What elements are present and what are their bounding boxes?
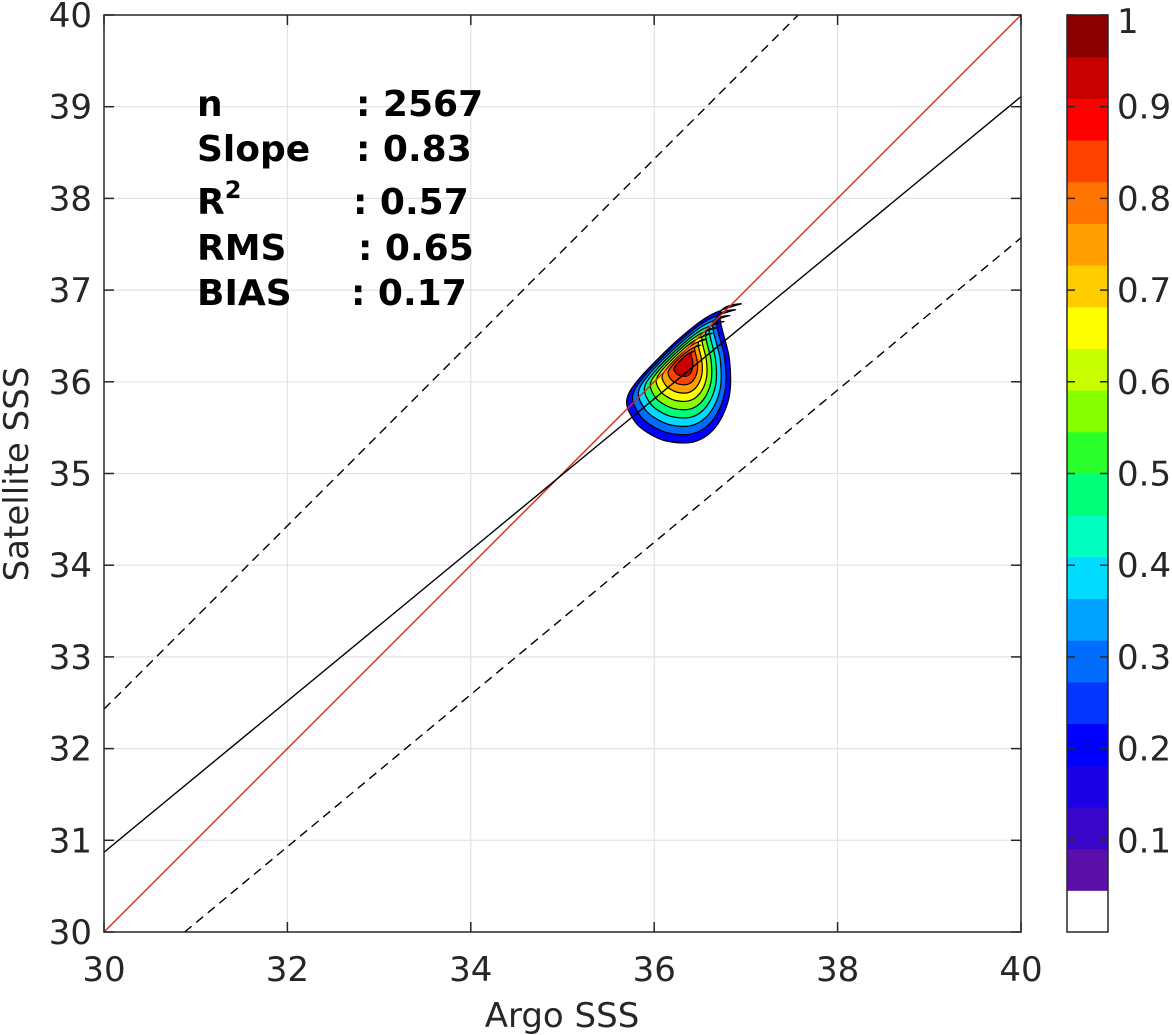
- y-tick-label: 39: [49, 88, 92, 128]
- colorbar-segment: [1067, 890, 1108, 933]
- x-tick-label: 32: [266, 950, 309, 990]
- colorbar-segment: [1067, 681, 1108, 725]
- stat-rms-value: : 0.65: [358, 228, 474, 269]
- one-to-one-line: [104, 15, 1021, 932]
- stat-bias-value: : 0.17: [351, 273, 467, 314]
- colorbar-segment: [1067, 473, 1108, 516]
- colorbar-tick-label: 1: [1117, 2, 1139, 42]
- stat-rms-label: RMS: [197, 228, 286, 269]
- x-tick-label: 38: [816, 950, 859, 990]
- stat-n-label: n: [197, 84, 223, 125]
- colorbar-segment: [1067, 556, 1108, 600]
- y-tick-label: 30: [49, 913, 92, 953]
- colorbar-tick-label: 0.2: [1117, 730, 1171, 770]
- colorbar-segment: [1067, 431, 1108, 474]
- colorbar-segment: [1067, 765, 1108, 808]
- stat-slope-label: Slope: [197, 129, 310, 170]
- x-tick-labels: 30 32 34 36 38 40: [82, 950, 1042, 990]
- stat-r2-base: R: [197, 182, 225, 223]
- stat-slope-value: : 0.83: [356, 129, 472, 170]
- colorbar-segment: [1067, 598, 1108, 641]
- y-tick-label: 34: [49, 546, 92, 586]
- colorbar-tick-label: 0.3: [1117, 638, 1171, 678]
- colorbar-segment: [1067, 640, 1108, 683]
- axis-ticks: [103, 14, 1022, 933]
- stat-r2-superscript: 2: [225, 176, 242, 204]
- y-axis-label: Satellite SSS: [0, 367, 37, 582]
- upper-bound-line: [104, 15, 800, 710]
- colorbar-tick-label: 0.4: [1117, 546, 1171, 586]
- colorbar-segment: [1067, 56, 1108, 99]
- colorbar-segment: [1067, 98, 1108, 141]
- stat-n-value: : 2567: [356, 84, 483, 125]
- colorbar-tick-label: 0.1: [1117, 821, 1171, 861]
- colorbar-segment: [1067, 848, 1108, 891]
- colorbar-frame: [1066, 14, 1109, 933]
- x-axis-label: Argo SSS: [485, 996, 640, 1035]
- y-tick-label: 36: [49, 363, 92, 403]
- reference-lines: [104, 15, 1021, 932]
- colorbar-tick-label: 0.7: [1117, 271, 1171, 311]
- colorbar-segment: [1067, 806, 1108, 850]
- colorbar-segment: [1067, 223, 1108, 266]
- colorbar-tick-label: 0.9: [1117, 88, 1171, 128]
- colorbar-segment: [1067, 390, 1108, 433]
- x-tick-label: 34: [449, 950, 492, 990]
- y-tick-label: 37: [49, 271, 92, 311]
- colorbar-segment: [1067, 265, 1108, 308]
- colorbar-ticks: 0.1 0.2 0.3 0.4 0.5 0.6 0.7 0.8 0.9 1: [1067, 2, 1171, 861]
- colorbar-segment: [1067, 348, 1108, 391]
- y-tick-label: 33: [49, 638, 92, 678]
- colorbar-segment: [1067, 723, 1108, 766]
- colorbar-segment: [1067, 515, 1108, 558]
- x-tick-label: 30: [82, 950, 125, 990]
- colorbar-segment: [1067, 181, 1108, 224]
- colorbar-segment: [1067, 140, 1108, 183]
- y-tick-label: 32: [49, 730, 92, 770]
- y-tick-labels: 30 31 32 33 34 35 36 37 38 39 40: [49, 0, 92, 953]
- grid-lines: [104, 15, 1021, 932]
- x-tick-label: 40: [999, 950, 1042, 990]
- stat-r2-value: : 0.57: [353, 182, 469, 223]
- lower-bound-line: [184, 237, 1021, 932]
- y-tick-label: 40: [49, 0, 92, 36]
- statistics-annotation: n : 2567 Slope : 0.83 R2 : 0.57 RMS : 0.…: [197, 84, 483, 314]
- stat-bias-label: BIAS: [197, 273, 292, 314]
- colorbar-tick-label: 0.6: [1117, 363, 1171, 403]
- colorbar-segment: [1067, 15, 1108, 58]
- stat-r2-label: R2: [197, 176, 241, 223]
- y-tick-label: 31: [49, 821, 92, 861]
- colorbar-tick-label: 0.5: [1117, 455, 1171, 495]
- colorbar-tick-label: 0.8: [1117, 179, 1171, 219]
- colorbar: [1067, 15, 1108, 933]
- y-tick-label: 35: [49, 455, 92, 495]
- y-tick-label: 38: [49, 179, 92, 219]
- regression-line: [104, 96, 1021, 853]
- x-tick-label: 36: [633, 950, 676, 990]
- colorbar-segment: [1067, 306, 1108, 349]
